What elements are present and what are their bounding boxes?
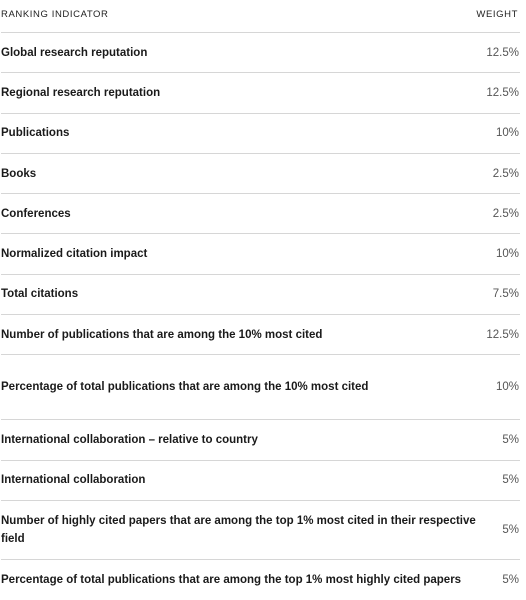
- indicator-weight: 12.5%: [486, 86, 519, 99]
- indicator-weight: 10%: [495, 127, 519, 140]
- table-row: Total citations 7.5%: [1, 275, 520, 316]
- indicator-name: International collaboration – relative t…: [1, 434, 258, 447]
- indicator-name: Normalized citation impact: [1, 248, 148, 261]
- table-row: Conferences 2.5%: [1, 194, 520, 235]
- indicator-name: Books: [1, 167, 37, 180]
- indicator-weight: 5%: [502, 474, 519, 487]
- indicator-name: Number of highly cited papers that are a…: [1, 514, 476, 545]
- table-row: International collaboration 5%: [1, 461, 520, 501]
- indicator-name: Regional research reputation: [1, 86, 161, 99]
- table-row: Publications 10%: [1, 114, 520, 154]
- indicator-name: Conferences: [1, 207, 71, 220]
- indicator-column-header: RANKING INDICATOR: [1, 9, 109, 20]
- table-row: Global research reputation 12.5%: [1, 33, 520, 74]
- weight-column-header: WEIGHT: [476, 9, 518, 20]
- table-row: Number of highly cited papers that are a…: [1, 501, 520, 560]
- indicator-weight: 2.5%: [492, 207, 519, 220]
- table-row: International collaboration – relative t…: [1, 420, 520, 461]
- indicator-weight: 5%: [502, 573, 519, 586]
- indicator-weight: 5%: [502, 523, 519, 536]
- indicator-weight: 10%: [495, 248, 519, 261]
- indicator-name: Percentage of total publications that ar…: [1, 573, 462, 586]
- table-row: Number of publications that are among th…: [1, 315, 520, 356]
- table-row: Percentage of total publications that ar…: [1, 355, 520, 421]
- table-row: Books 2.5%: [1, 154, 520, 195]
- indicator-name: International collaboration: [1, 474, 146, 487]
- indicator-name: Global research reputation: [1, 46, 148, 59]
- indicator-name: Percentage of total publications that ar…: [1, 381, 369, 394]
- indicator-weight: 12.5%: [486, 46, 519, 59]
- table-row: Percentage of total publications that ar…: [1, 560, 520, 600]
- table-header: RANKING INDICATOR WEIGHT: [1, 0, 520, 33]
- indicator-weight: 10%: [495, 381, 519, 394]
- indicator-name: Total citations: [1, 288, 79, 301]
- table-row: Regional research reputation 12.5%: [1, 73, 520, 114]
- table-row: Normalized citation impact 10%: [1, 234, 520, 275]
- indicator-weight: 7.5%: [492, 288, 519, 301]
- indicator-weight: 5%: [502, 434, 519, 447]
- indicator-name: Number of publications that are among th…: [1, 328, 323, 341]
- indicator-weight: 2.5%: [492, 167, 519, 180]
- indicator-weight: 12.5%: [486, 328, 519, 341]
- indicator-name: Publications: [1, 127, 70, 140]
